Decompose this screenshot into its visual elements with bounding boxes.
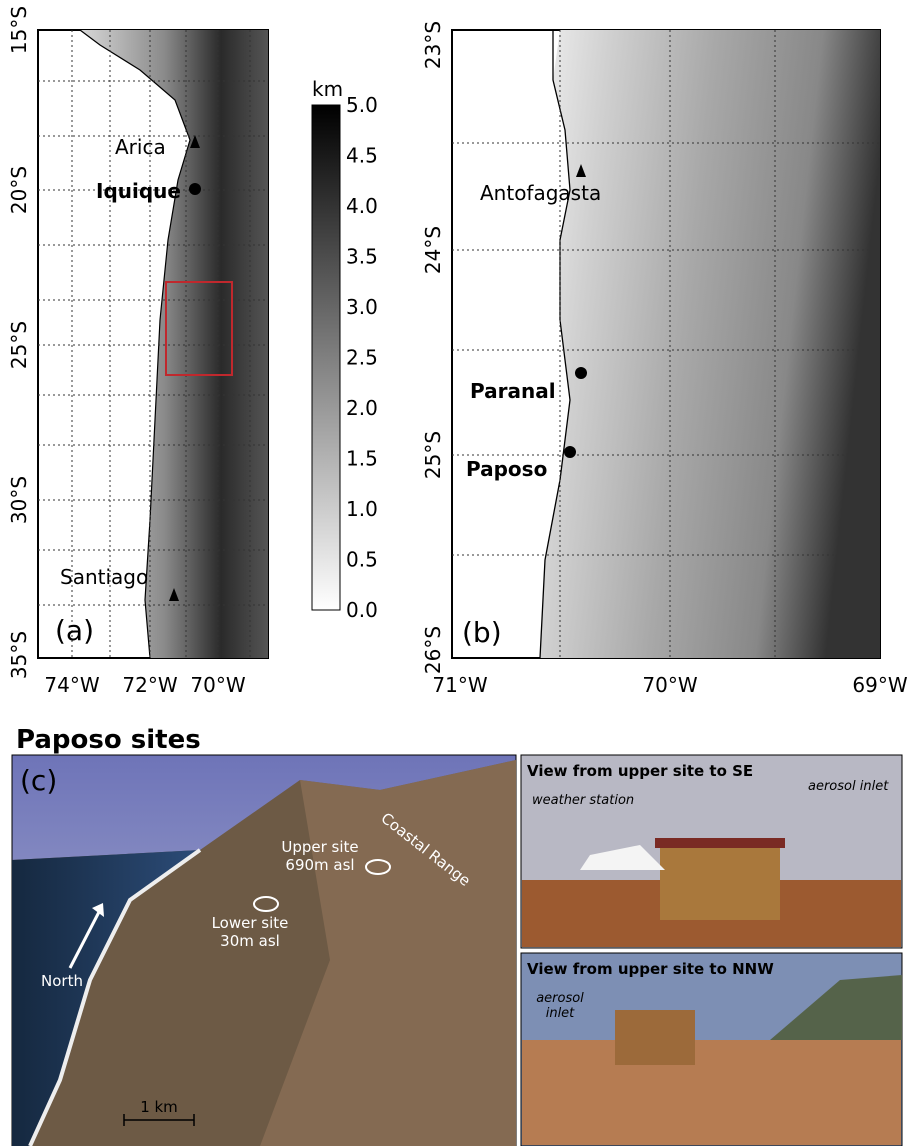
photo-label: aerosol inlet: [808, 779, 889, 794]
place-label: Paposo: [466, 457, 547, 481]
panel-label: (b): [462, 616, 502, 649]
place-label: Antofagasta: [480, 181, 601, 205]
photo-nnw: [520, 952, 903, 1146]
photo-title: View from upper site to SE: [527, 762, 753, 780]
annotation: North: [41, 972, 83, 990]
lat-label: 35°S: [7, 631, 31, 679]
place-label: Iquique: [96, 179, 181, 203]
photo-title: View from upper site to NNW: [527, 960, 774, 978]
annotation: Lower site: [212, 914, 289, 932]
map-b-labels: 23°S 24°S 25°S 26°S71°W 70°W 69°W Antofagasta P…: [421, 21, 908, 697]
place-label: Paranal: [470, 379, 556, 403]
annotation: 1 km: [140, 1098, 178, 1116]
photo-se: [520, 754, 903, 949]
colorbar-label: 1.0: [346, 497, 378, 521]
photo-label: aerosol: [536, 991, 584, 1006]
lat-label: 26°S: [421, 626, 445, 674]
colorbar-label: 3.5: [346, 245, 378, 269]
lat-label: 30°S: [7, 476, 31, 524]
colorbar-label: 3.0: [346, 295, 378, 319]
map-a: [37, 29, 269, 659]
colorbar-label: 0.5: [346, 548, 378, 572]
annotation: 30m asl: [220, 932, 280, 950]
place-label: Arica: [115, 135, 166, 159]
colorbar-label: 2.5: [346, 346, 378, 370]
colorbar-label: 4.0: [346, 194, 378, 218]
panel-label: (c): [20, 764, 57, 797]
annotation: 690m asl: [285, 856, 354, 874]
annotation: Upper site: [281, 838, 358, 856]
panel-label: (a): [55, 614, 94, 647]
colorbar-label: 0.0: [346, 598, 378, 622]
lat-label: 20°S: [7, 166, 31, 214]
lon-label: 70°W: [190, 673, 245, 697]
aerial-photo: [11, 754, 517, 1146]
colorbar-label: 2.0: [346, 396, 378, 420]
place-label: Santiago: [60, 565, 148, 589]
map-a-labels: 15°S 20°S 25°S 30°S 35°S 74°W 72°W 70°W Arica Iqu…: [7, 6, 246, 697]
colorbar-label: 1.5: [346, 447, 378, 471]
colorbar-label: 5.0: [346, 93, 378, 117]
lat-label: 25°S: [7, 321, 31, 369]
lat-label: 23°S: [421, 21, 445, 69]
colorbar-labels: 5.0 4.5 4.0 3.5 3.0 2.5 2.0 1.5 1.0 0.5 0.0: [346, 93, 378, 622]
colorbar: km: [311, 77, 343, 611]
lon-label: 74°W: [44, 673, 99, 697]
lon-label: 71°W: [432, 673, 487, 697]
section-title: Paposo sites: [16, 725, 201, 755]
photo-label: inlet: [546, 1006, 575, 1021]
colorbar-label: 4.5: [346, 144, 378, 168]
lon-label: 69°W: [852, 673, 907, 697]
colorbar-unit: km: [312, 77, 343, 101]
lat-label: 15°S: [7, 6, 31, 54]
photo-label: weather station: [532, 793, 634, 808]
lat-label: 24°S: [421, 226, 445, 274]
lat-label: 25°S: [421, 431, 445, 479]
lon-label: 72°W: [122, 673, 177, 697]
lon-label: 70°W: [642, 673, 697, 697]
map-b: [451, 29, 881, 659]
